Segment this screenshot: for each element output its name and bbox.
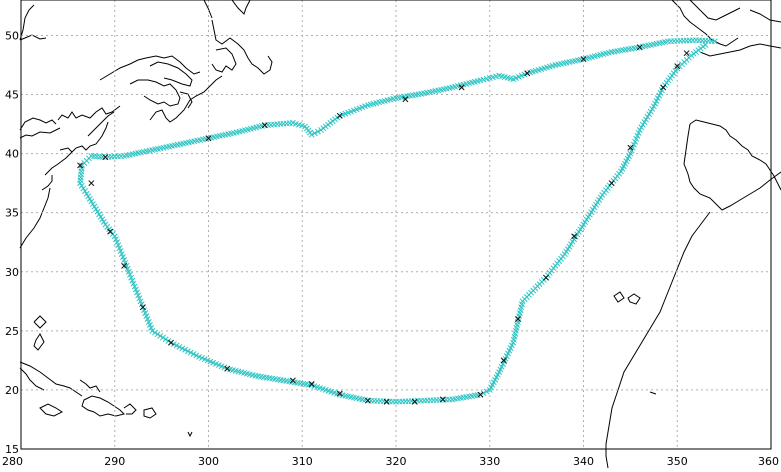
track-marker (314, 128, 321, 135)
track-marker-dark (107, 228, 114, 235)
track-marker-dark (383, 398, 390, 405)
track-marker-dark (77, 162, 84, 169)
x-tick-label: 340 (573, 455, 594, 468)
y-axis-ticks: 15 20 25 30 35 40 45 50 (5, 29, 19, 456)
x-tick-label: 300 (198, 455, 219, 468)
x-tick-label: 280 (2, 455, 23, 468)
track-marker-dark (674, 63, 681, 70)
track-marker (176, 343, 183, 350)
track-marker-dark (660, 84, 667, 91)
track-marker (154, 331, 161, 338)
track-marker (638, 124, 645, 131)
track-marker (702, 41, 709, 48)
track-marker-dark (261, 122, 268, 129)
x-tick-label: 320 (386, 455, 407, 468)
track-marker (636, 127, 643, 133)
track-marker (179, 345, 186, 352)
track-marker-dark (88, 180, 95, 187)
track-marker (643, 116, 649, 123)
track-marker-dark (102, 154, 109, 161)
track-marker (644, 113, 651, 120)
track-marker (173, 342, 180, 349)
x-tick-label: 290 (104, 455, 125, 468)
track-marker-dark (458, 84, 465, 91)
track-marker (184, 348, 191, 355)
track-marker-dark (683, 50, 690, 57)
track-marker-dark (205, 135, 212, 142)
track-marker-dark (571, 233, 578, 240)
caribbean-islands (19, 315, 193, 438)
track-marker-dark (224, 365, 231, 372)
track-marker-dark (500, 357, 507, 364)
track-marker (82, 188, 88, 195)
y-tick-label: 25 (5, 325, 19, 338)
y-tick-label: 45 (5, 89, 19, 102)
x-axis-ticks: 280 290 300 310 320 330 340 350 360 (2, 455, 779, 468)
track-marker-dark (139, 304, 146, 311)
x-tick-label: 310 (292, 455, 313, 468)
track-marker-dark (636, 44, 643, 51)
track-marker (151, 329, 158, 336)
y-tick-label: 35 (5, 207, 19, 220)
track-marker-dark (336, 112, 343, 119)
north-america-coast (19, 4, 121, 249)
track-marker-dark (477, 391, 484, 398)
track-marker (182, 346, 189, 353)
y-tick-label: 50 (5, 29, 19, 42)
track-marker (318, 127, 324, 133)
gridlines (20, 0, 772, 450)
track-marker (165, 338, 172, 344)
track-marker-dark (627, 144, 634, 151)
track-marker-dark (121, 262, 128, 269)
track-marker (641, 119, 648, 126)
track-marker (157, 332, 164, 339)
track-marker-dark (524, 70, 531, 77)
coastlines (19, 0, 781, 469)
track-marker-dark (336, 390, 343, 397)
plot-frame (20, 0, 772, 450)
track-marker-dark (308, 381, 315, 387)
y-tick-label: 30 (5, 266, 19, 279)
y-tick-label: 20 (5, 384, 19, 397)
track-marker-dark (439, 396, 446, 403)
europe-africa-coast (605, 0, 781, 469)
x-tick-label: 350 (667, 455, 688, 468)
track-marker-dark (514, 316, 521, 322)
newfoundland-coast (99, 19, 273, 123)
track-marker-dark (543, 274, 549, 281)
track-marker (193, 352, 200, 359)
track-marker (170, 341, 177, 348)
track-marker (77, 180, 84, 187)
x-tick-label: 360 (758, 455, 779, 468)
track-marker-dark (402, 96, 409, 103)
track-marker (162, 336, 169, 343)
track-marker-dark (168, 339, 174, 346)
track-marker (646, 111, 653, 118)
x-tick-label: 330 (479, 455, 500, 468)
track-marker-dark (364, 397, 371, 404)
track-marker (480, 390, 487, 397)
track-marker (149, 327, 156, 334)
track-marker (639, 121, 646, 128)
track-marker-dark (608, 180, 615, 187)
track-marker (190, 351, 197, 357)
track-marker-dark (411, 398, 418, 405)
y-tick-label: 15 (5, 443, 19, 456)
track-marker (649, 106, 656, 112)
track-marker-dark (580, 56, 587, 63)
track-marker-dark (289, 377, 296, 384)
ship-track (77, 37, 718, 405)
track-marker (187, 349, 194, 356)
track-marker (311, 130, 318, 137)
labrador-coast (203, 0, 251, 19)
track-marker (647, 108, 654, 115)
track-marker (80, 185, 87, 192)
track-marker (78, 182, 85, 189)
y-tick-label: 40 (5, 148, 19, 161)
track-marker (160, 334, 166, 341)
